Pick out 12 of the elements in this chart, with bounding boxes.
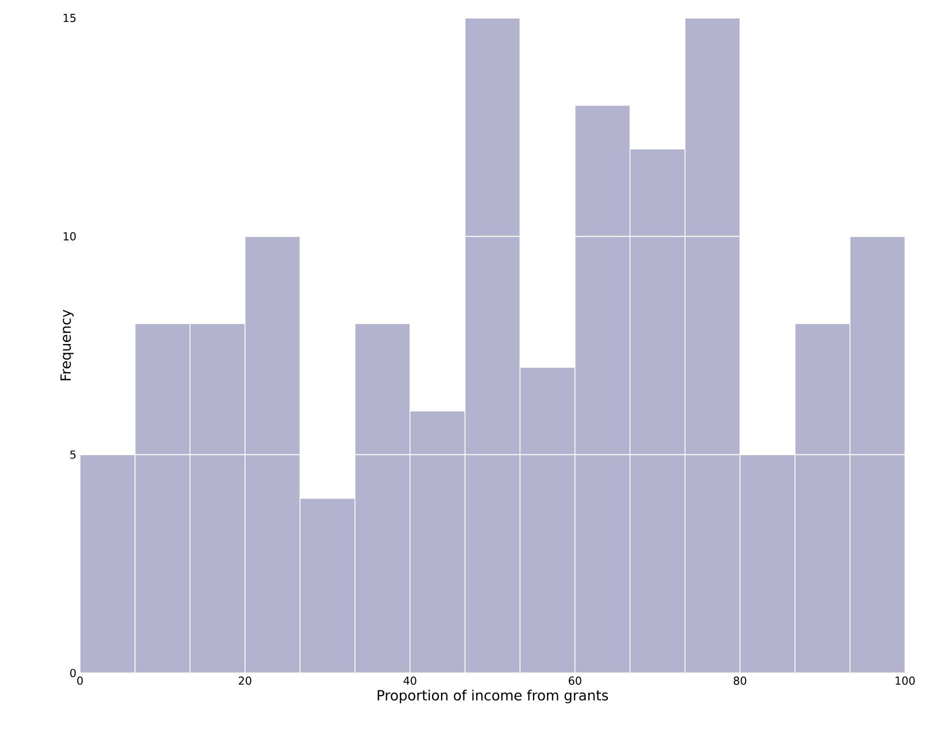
x-tick-label: 0 bbox=[77, 676, 83, 685]
y-tick-label: 15 bbox=[64, 14, 76, 22]
y-tick-label: 10 bbox=[64, 232, 76, 240]
y-tick-label: 0 bbox=[70, 668, 76, 678]
x-tick-label: 40 bbox=[404, 676, 416, 685]
y-axis-title: Frequency bbox=[60, 310, 74, 380]
x-tick-label: 60 bbox=[568, 676, 582, 685]
x-tick-label: 20 bbox=[238, 676, 252, 685]
x-tick-label: 100 bbox=[896, 676, 915, 685]
x-tick-label: 80 bbox=[734, 676, 746, 685]
x-axis-title: Proportion of income from grants bbox=[378, 690, 608, 704]
y-tick-label: 5 bbox=[70, 450, 76, 459]
